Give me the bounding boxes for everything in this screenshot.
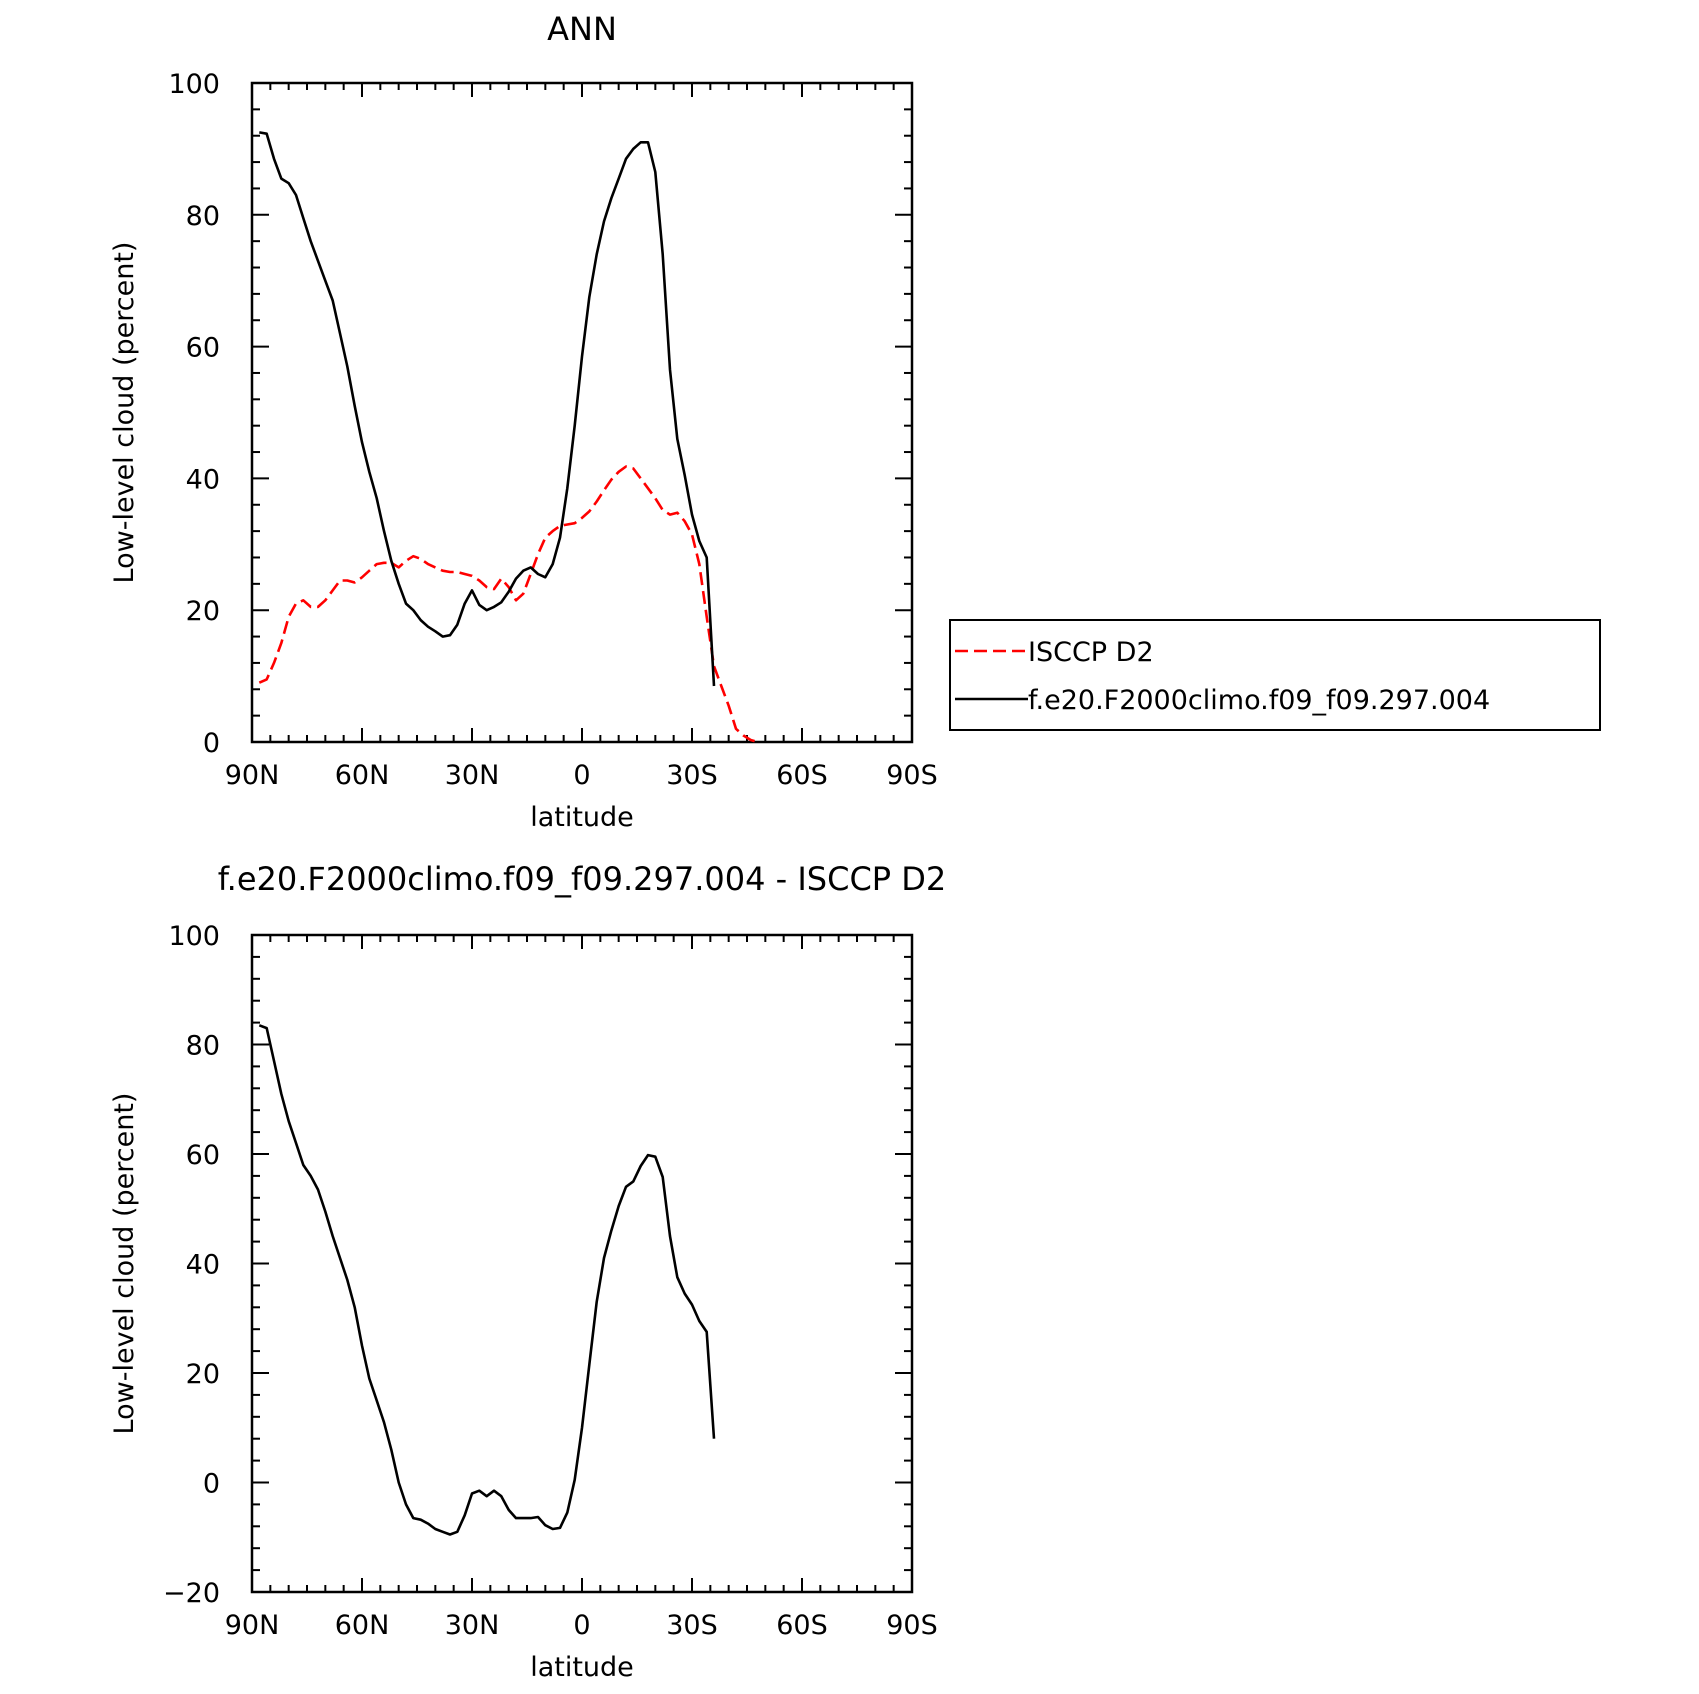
y-tick-label: −20 [163, 1578, 220, 1609]
x-tick-label: 30N [445, 1610, 500, 1641]
x-tick-label: 90N [225, 1610, 280, 1641]
chart-title: ANN [547, 10, 617, 48]
y-tick-label: 60 [186, 1140, 220, 1171]
x-axis-label: latitude [530, 802, 634, 833]
x-tick-label: 60S [776, 760, 828, 791]
series-line-2 [259, 131, 716, 687]
x-tick-label: 90S [886, 1610, 938, 1641]
x-tick-label: 60N [335, 1610, 390, 1641]
x-tick-label: 90N [225, 760, 280, 791]
x-axis-label: latitude [530, 1652, 634, 1683]
x-tick-label: 0 [573, 760, 590, 791]
chart-title: f.e20.F2000climo.f09_f09.297.004 - ISCCP… [218, 860, 947, 898]
y-tick-label: 80 [186, 201, 220, 232]
series-line-1 [258, 1024, 716, 1536]
x-tick-label: 0 [573, 1610, 590, 1641]
y-tick-label: 40 [186, 464, 220, 495]
y-tick-label: 40 [186, 1250, 220, 1281]
x-tick-label: 30N [445, 760, 500, 791]
chart-panel-1: ANN 90N 60N 30N 0 30S 60S 90S 0 20 40 60 80 100 latitu… [109, 10, 1601, 833]
y-tick-label: 0 [203, 728, 220, 759]
y-tick-label: 60 [186, 333, 220, 364]
x-tick-label: 60S [776, 1610, 828, 1641]
x-tick-label: 30S [666, 760, 718, 791]
x-tick-label: 30S [666, 1610, 718, 1641]
y-tick-label: 100 [168, 69, 220, 100]
x-tick-label: 60N [335, 760, 390, 791]
y-tick-label: 80 [186, 1031, 220, 1062]
x-tick-label: 90S [886, 760, 938, 791]
y-axis-label: Low-level cloud (percent) [109, 1093, 140, 1435]
series-line-1 [258, 465, 759, 744]
y-tick-label: 20 [186, 1359, 220, 1390]
y-tick-label: 100 [168, 921, 220, 952]
chart-panel-2: f.e20.F2000climo.f09_f09.297.004 - ISCCP… [109, 860, 946, 1683]
legend-entry-1: ISCCP D2 [1028, 637, 1154, 668]
y-axis-label: Low-level cloud (percent) [109, 242, 140, 584]
y-tick-label: 0 [203, 1469, 220, 1500]
y-tick-label: 20 [186, 596, 220, 627]
legend-entry-2: f.e20.F2000climo.f09_f09.297.004 [1028, 685, 1490, 716]
legend-box [949, 619, 1601, 731]
legend: ISCCP D2 f.e20.F2000climo.f09_f09.297.004 [949, 619, 1601, 731]
